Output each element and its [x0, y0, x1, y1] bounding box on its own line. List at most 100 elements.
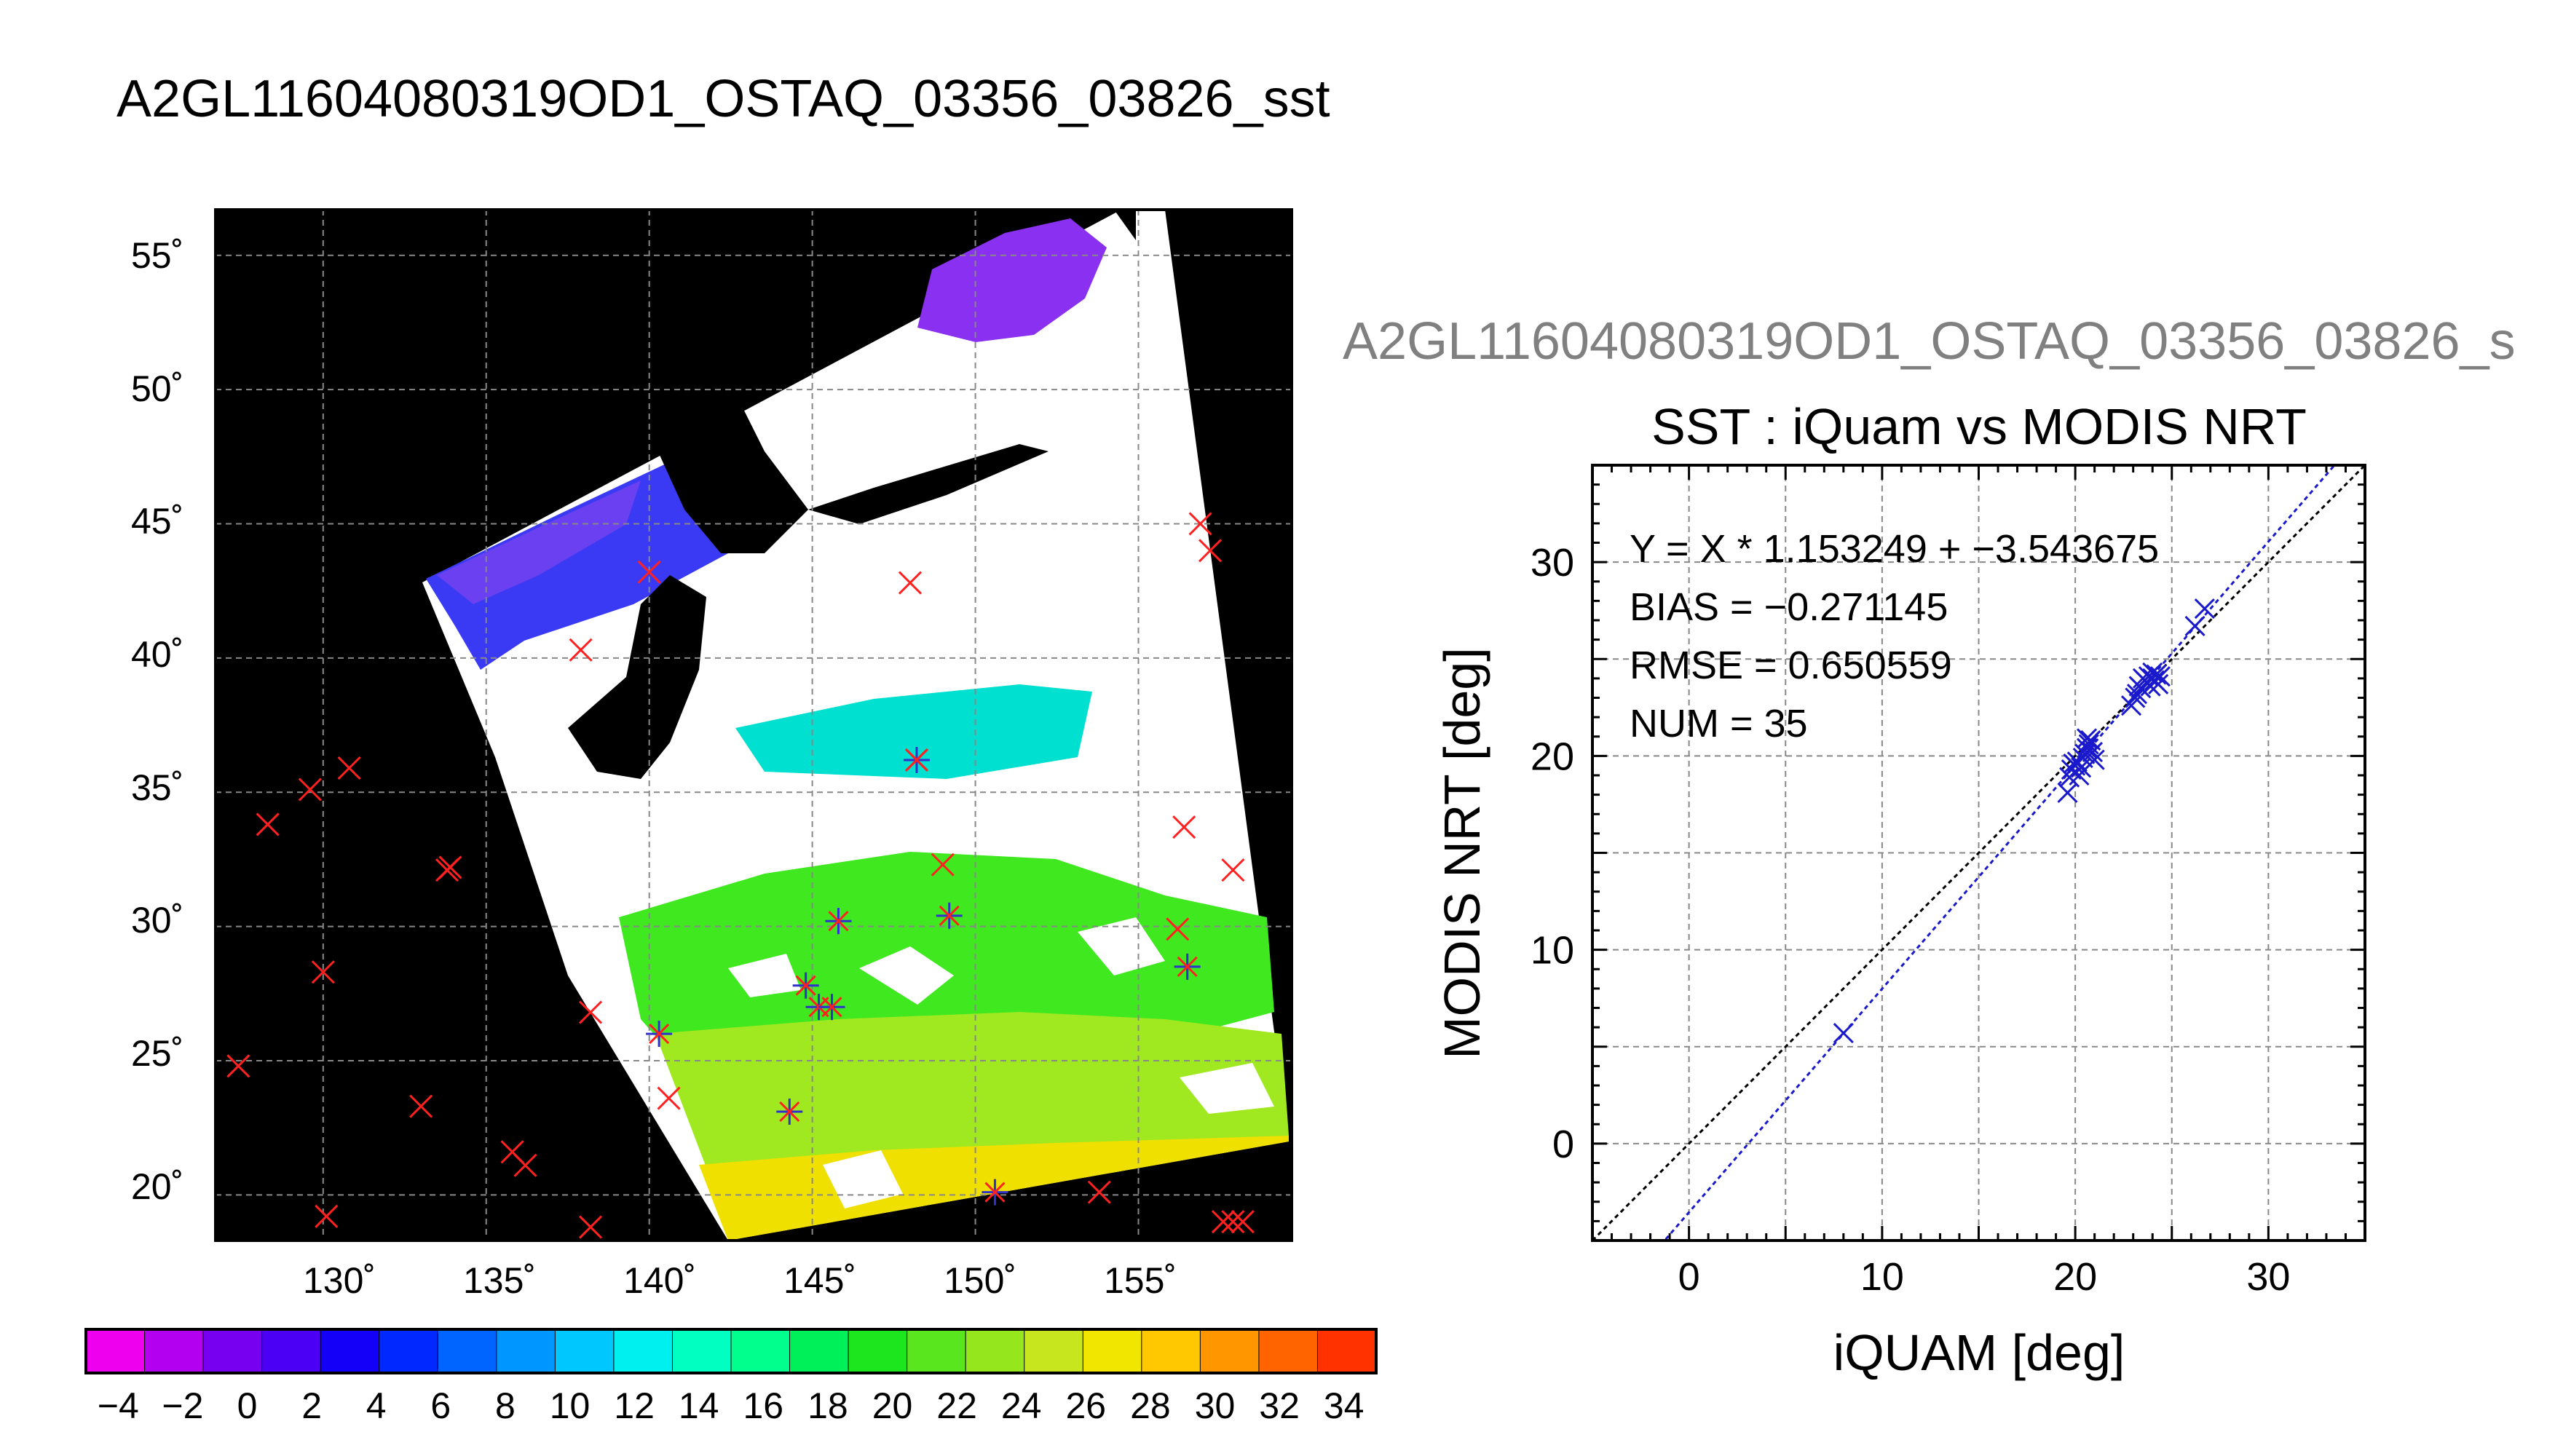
colorbar-swatch: [1258, 1329, 1318, 1373]
colorbar-tick-labels: −4 −2 0 2 4 6 8 10 12 14 16 18 20 22 24 26 28 30 32 34: [98, 1385, 1365, 1426]
buoy-marker-x: [1211, 1210, 1236, 1234]
colorbar-swatch: [320, 1329, 380, 1373]
lat-label-50: 50˚: [131, 368, 183, 409]
lat-label-45: 45˚: [131, 501, 183, 542]
scatter-point: [2071, 757, 2092, 778]
colorbar-tick-label: 2: [301, 1385, 322, 1426]
buoy-marker-star: [936, 902, 963, 929]
buoy-marker-x: [1221, 1210, 1245, 1234]
map-buoy-markers: [226, 512, 1255, 1239]
colorbar-swatch: [1024, 1329, 1083, 1373]
land-hokkaido: [648, 342, 808, 553]
buoy-marker-x: [315, 1204, 339, 1228]
colorbar-tick-label: 14: [679, 1385, 719, 1426]
buoy-marker-x: [1198, 539, 1223, 563]
colorbar-swatch: [1200, 1329, 1260, 1373]
colorbar-tick-label: −2: [162, 1385, 203, 1426]
lon-label-155: 155˚: [1104, 1260, 1177, 1301]
colorbar-tick-label: 16: [743, 1385, 783, 1426]
cloud-blob-2: [1078, 917, 1165, 976]
colorbar-tick-label: 6: [430, 1385, 451, 1426]
buoy-marker-x: [637, 560, 661, 584]
colorbar-tick-label: 0: [237, 1385, 258, 1426]
colorbar-tick-label: 20: [872, 1385, 913, 1426]
colorbar-tick-label: 28: [1130, 1385, 1171, 1426]
scatter-grid: [1592, 465, 2365, 1241]
buoy-marker-x: [1172, 815, 1196, 839]
buoy-marker-x: [256, 812, 280, 836]
colorbar-tick-label: 34: [1324, 1385, 1365, 1426]
colorbar-swatch: [672, 1329, 732, 1373]
bias-annotation: BIAS = −0.271145: [1630, 585, 1948, 629]
colorbar-swatch: [965, 1329, 1025, 1373]
scatter-points: [1833, 598, 2215, 1044]
lat-label-40: 40˚: [131, 634, 183, 675]
buoy-marker-star: [776, 1099, 803, 1125]
colorbar-swatch: [613, 1329, 673, 1373]
cloud-blob-5: [728, 954, 801, 997]
colorbar-swatch: [1083, 1329, 1142, 1373]
lat-label-30: 30˚: [131, 900, 183, 941]
buoy-marker-star: [646, 1021, 673, 1048]
lat-tick-labels: 55˚ 50˚ 45˚ 40˚ 35˚ 30˚ 25˚ 20˚: [131, 235, 183, 1207]
lon-label-130: 130˚: [303, 1260, 376, 1301]
buoy-marker-x: [569, 638, 593, 662]
colorbar-tick-label: 12: [614, 1385, 655, 1426]
buoy-marker-x: [337, 756, 361, 780]
colorbar-frame: [84, 1328, 1378, 1374]
scatter-y-tick-label: 10: [1531, 929, 1574, 973]
scatter-point: [2134, 670, 2155, 691]
colorbar-swatch: [496, 1329, 556, 1373]
cloud-blob-3: [823, 1150, 903, 1208]
lon-tick-labels: 130˚ 135˚ 140˚ 145˚ 150˚ 155˚: [303, 1260, 1177, 1301]
buoy-marker-x: [898, 571, 923, 595]
colorbar-tick-label: 32: [1259, 1385, 1300, 1426]
map-frame: [214, 208, 1293, 1242]
colorbar-tick-label: 26: [1065, 1385, 1106, 1426]
buoy-marker-x: [298, 778, 322, 802]
scatter-point: [2059, 767, 2080, 788]
buoy-marker-star: [903, 746, 930, 773]
buoy-marker-x: [226, 1054, 250, 1078]
one_to_one-line: [1592, 465, 2365, 1241]
scatter-point: [2125, 687, 2146, 708]
colorbar-swatch: [1317, 1329, 1377, 1373]
cloud-blob-4: [1180, 1063, 1274, 1114]
scatter-point: [1833, 1023, 1854, 1044]
colorbar-swatch: [555, 1329, 615, 1373]
lat-label-55: 55˚: [131, 235, 183, 276]
colorbar-tick-label: −4: [98, 1385, 139, 1426]
buoy-marker-x: [409, 1094, 433, 1118]
scatter-ticks: 0 10 20 30 0 10 20 30: [1531, 464, 2366, 1299]
lon-label-140: 140˚: [623, 1260, 696, 1301]
colorbar-swatch: [789, 1329, 849, 1373]
sst-map: [216, 210, 1292, 1241]
scatter-point: [2149, 666, 2171, 687]
buoy-marker-star: [982, 1179, 1008, 1206]
lat-label-20: 20˚: [131, 1166, 183, 1207]
colorbar-swatch: [1141, 1329, 1201, 1373]
scatter-x-tick-label: 10: [1860, 1255, 1904, 1299]
map-grid: [216, 210, 1292, 1241]
scatter-chart-title: SST : iQuam vs MODIS NRT: [1651, 398, 2307, 455]
scatter-point: [2076, 728, 2098, 749]
scatter-y-tick-label: 0: [1552, 1123, 1574, 1166]
buoy-marker-x: [1231, 1210, 1255, 1234]
lon-label-135: 135˚: [463, 1260, 536, 1301]
num-annotation: NUM = 35: [1630, 702, 1808, 745]
scatter-point: [2066, 751, 2088, 772]
scatter-point: [2126, 684, 2148, 705]
colorbar-swatch: [907, 1329, 966, 1373]
scatter-lines: [1592, 465, 2365, 1241]
colorbar-tick-label: 24: [1001, 1385, 1042, 1426]
sst-region-north-purple: [437, 480, 641, 604]
scatter-panel-title: A2GL11604080319OD1_OSTAQ_03356_03826_s: [1343, 312, 2516, 371]
land-sakhalin: [728, 210, 786, 379]
sst-region-kuroshio: [735, 684, 1092, 779]
scatter-point: [2194, 598, 2215, 620]
buoy-marker-x: [1087, 1180, 1111, 1204]
buoy-marker-x: [578, 1215, 603, 1239]
colorbar-swatch: [438, 1329, 497, 1373]
colorbar-swatch: [144, 1329, 204, 1373]
